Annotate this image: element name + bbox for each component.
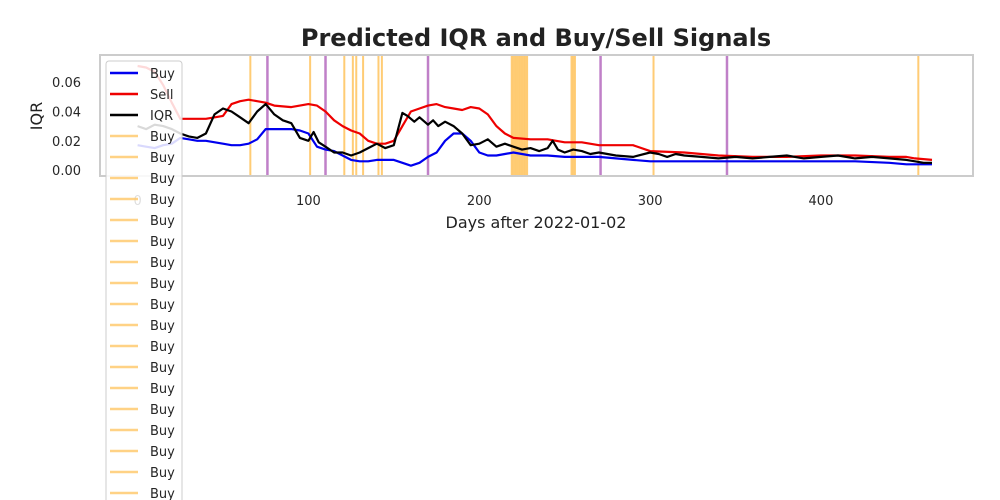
x-axis-ticks: 0100200300400 xyxy=(133,194,833,209)
y-tick-label: 0.04 xyxy=(52,105,81,120)
legend-label: IQR xyxy=(150,109,173,124)
x-tick-label: 400 xyxy=(809,194,834,209)
legend-label: Buy xyxy=(150,277,175,292)
legend-label: Buy xyxy=(150,382,175,397)
legend-label: Buy xyxy=(150,487,175,500)
legend-label: Buy xyxy=(150,445,175,460)
series-line-buy xyxy=(137,128,932,167)
series-lines xyxy=(137,64,933,167)
legend-label: Buy xyxy=(150,235,175,250)
plot-frame xyxy=(99,54,974,177)
legend-box xyxy=(105,60,183,500)
legend-label: Buy xyxy=(150,67,175,82)
x-tick-label: 200 xyxy=(467,194,492,209)
legend: Buy Sell IQR Buy Buy Buy Buy Buy Buy Buy Buy Buy Buy… xyxy=(105,60,183,500)
y-tick-label: 0.06 xyxy=(52,76,81,91)
legend-label: Sell xyxy=(150,88,173,103)
legend-label: Buy xyxy=(150,466,175,481)
legend-label: Buy xyxy=(150,298,175,313)
x-tick-label: 100 xyxy=(296,194,321,209)
legend-label: Buy xyxy=(150,172,175,187)
legend-label: Buy xyxy=(150,130,175,145)
series-line-iqr xyxy=(137,102,932,164)
legend-label: Buy xyxy=(150,403,175,418)
y-tick-label: 0.02 xyxy=(52,135,81,150)
y-axis-ticks: 0.00 0.02 0.04 0.06 xyxy=(52,76,81,179)
x-tick-label: 300 xyxy=(638,194,663,209)
series-line-sell xyxy=(137,64,933,161)
legend-label: Buy xyxy=(150,340,175,355)
legend-label: Buy xyxy=(150,151,175,166)
y-axis-label: IQR xyxy=(27,102,46,130)
legend-label: Buy xyxy=(150,424,175,439)
signal-lines xyxy=(249,55,920,176)
plot-background xyxy=(100,55,973,176)
legend-label: Buy xyxy=(150,193,175,208)
y-tick-label: 0.00 xyxy=(52,164,81,179)
x-axis-label: Days after 2022-01-02 xyxy=(446,213,627,232)
legend-label: Buy xyxy=(150,256,175,271)
chart-title: Predicted IQR and Buy/Sell Signals xyxy=(301,24,771,52)
legend-label: Buy xyxy=(150,319,175,334)
legend-label: Buy xyxy=(150,214,175,229)
legend-label: Buy xyxy=(150,361,175,376)
